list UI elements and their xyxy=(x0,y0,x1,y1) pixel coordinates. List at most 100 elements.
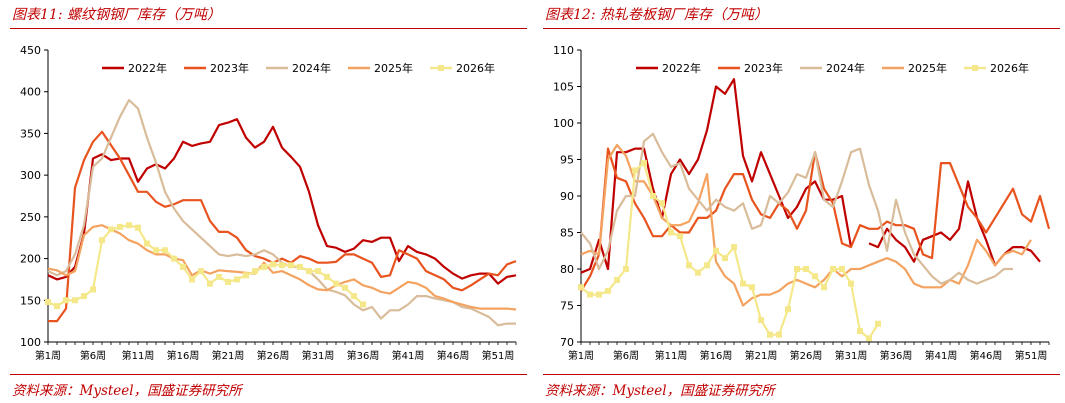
data-point xyxy=(614,276,620,283)
x-tick-label: 第11周 xyxy=(122,349,155,362)
x-tick-label: 第36周 xyxy=(347,349,380,362)
x-tick-label: 第1周 xyxy=(568,349,594,362)
data-point xyxy=(677,233,683,240)
data-point xyxy=(360,301,366,308)
data-point xyxy=(623,266,629,272)
chart-panel-rebar: 图表11: 螺纹钢钢厂库存（万吨） 100 150 200 250 300 350 400 4… xyxy=(10,0,530,403)
data-point xyxy=(180,263,186,270)
data-point xyxy=(767,331,773,338)
data-point xyxy=(54,303,60,310)
data-point xyxy=(45,298,51,305)
data-point xyxy=(342,284,348,291)
data-point xyxy=(722,255,728,262)
source-rule xyxy=(10,374,527,375)
x-tick-label: 第36周 xyxy=(880,349,913,362)
x-tick-label: 第6周 xyxy=(613,349,639,362)
series-line xyxy=(580,132,1013,285)
data-point xyxy=(794,266,800,272)
data-point xyxy=(153,247,159,254)
data-point xyxy=(144,240,150,247)
data-point xyxy=(803,266,809,272)
y-tick-label: 110 xyxy=(553,44,574,57)
y-tick-label: 100 xyxy=(20,336,41,349)
chart-title: 图表11: 螺纹钢钢厂库存（万吨） xyxy=(12,7,221,23)
data-point xyxy=(749,284,755,291)
data-point xyxy=(659,200,665,207)
y-tick-label: 80 xyxy=(560,263,574,276)
data-point xyxy=(875,320,881,327)
data-point xyxy=(632,167,638,174)
legend-label: 2024年 xyxy=(826,61,865,75)
series-line xyxy=(580,143,1032,307)
data-point xyxy=(641,160,647,167)
title-rule xyxy=(543,28,1060,29)
hrc-inventory-chart: 707580859095100105110第1周 第6周 第11周 第16周 第21周第… xyxy=(553,44,1051,362)
series-line xyxy=(580,162,879,340)
data-point xyxy=(812,273,818,280)
x-tick-label: 第41周 xyxy=(925,349,958,362)
x-tick-label: 第31周 xyxy=(302,349,335,362)
x-tick-label: 第26周 xyxy=(790,349,823,362)
data-point xyxy=(315,268,321,275)
legend-label: 2025年 xyxy=(374,61,413,75)
data-point xyxy=(740,280,746,287)
data-point xyxy=(288,262,294,269)
series-line xyxy=(47,224,517,311)
x-tick-label: 第41周 xyxy=(392,349,425,362)
data-point xyxy=(351,293,357,300)
legend-label: 2024年 xyxy=(292,61,331,75)
y-tick-label: 95 xyxy=(560,154,574,167)
y-tick-label: 100 xyxy=(553,117,574,130)
chart-panel-hrc: 图表12: 热轧卷板钢厂库存（万吨） 70 75 80 85 90 95 100 105 110… xyxy=(543,0,1063,403)
x-tick-label: 第31周 xyxy=(835,349,868,362)
series-line xyxy=(47,118,517,285)
data-point xyxy=(135,224,141,231)
x-tick-label: 第16周 xyxy=(167,349,200,362)
x-tick-label: 第1周 xyxy=(35,349,61,362)
y-tick-label: 75 xyxy=(560,300,574,313)
legend-label: 2022年 xyxy=(662,61,701,75)
data-point xyxy=(587,291,593,298)
x-tick-label: 第21周 xyxy=(212,349,245,362)
title-rule xyxy=(10,28,527,29)
data-point xyxy=(99,237,105,244)
y-tick-label: 90 xyxy=(560,190,574,203)
data-point xyxy=(333,280,339,287)
data-point xyxy=(126,222,132,229)
legend-label: 2022年 xyxy=(128,61,167,75)
x-tick-label: 第16周 xyxy=(700,349,733,362)
legend-marker xyxy=(438,65,444,71)
data-point xyxy=(596,291,602,298)
data-point xyxy=(866,335,872,342)
data-point xyxy=(189,276,195,283)
data-point xyxy=(72,297,78,304)
series-line xyxy=(580,78,1041,274)
data-point xyxy=(731,244,737,251)
y-tick-label: 350 xyxy=(20,127,41,140)
legend-label: 2025年 xyxy=(908,61,947,75)
chart-source: 资料来源：Mysteel，国盛证券研究所 xyxy=(12,383,242,399)
chart-title: 图表12: 热轧卷板钢厂库存（万吨） xyxy=(545,7,768,23)
series-line xyxy=(47,99,516,327)
data-point xyxy=(713,247,719,254)
y-tick-label: 150 xyxy=(20,294,41,307)
data-point xyxy=(207,280,213,287)
data-point xyxy=(252,268,258,275)
x-tick-label: 第51周 xyxy=(482,349,515,362)
series-line xyxy=(47,224,364,308)
data-point xyxy=(324,273,330,280)
data-point xyxy=(695,269,701,276)
x-tick-label: 第51周 xyxy=(1015,349,1048,362)
data-point xyxy=(63,297,69,304)
x-tick-label: 第46周 xyxy=(437,349,470,362)
data-point xyxy=(704,262,710,269)
data-point xyxy=(650,193,656,199)
data-point xyxy=(848,280,854,287)
y-tick-label: 105 xyxy=(553,81,574,94)
y-tick-label: 200 xyxy=(20,253,41,266)
data-point xyxy=(171,255,177,262)
legend-label: 2023年 xyxy=(210,61,249,75)
data-point xyxy=(225,278,231,285)
chart-source: 资料来源：Mysteel，国盛证券研究所 xyxy=(545,383,775,399)
